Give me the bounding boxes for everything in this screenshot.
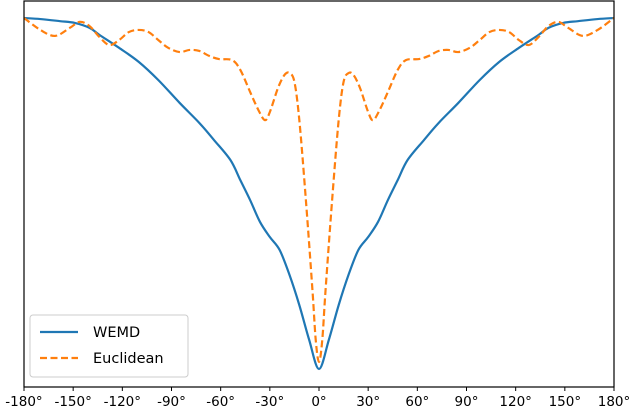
x-tick-label: 180° xyxy=(598,394,631,410)
series-euclidean-line xyxy=(23,17,615,364)
x-tick-label: 150° xyxy=(549,394,582,410)
legend-box xyxy=(29,314,189,378)
legend: WEMD Euclidean xyxy=(29,314,189,378)
x-tick-label: 60° xyxy=(405,394,429,410)
x-tick-label: -60° xyxy=(206,394,235,410)
series-layer xyxy=(23,16,615,371)
x-tick-label: -120° xyxy=(104,394,141,410)
legend-wemd-label: WEMD xyxy=(93,325,140,341)
x-tick-label: -180° xyxy=(5,394,42,410)
x-tick-label: 0° xyxy=(311,394,326,410)
x-tick-label: -30° xyxy=(255,394,284,410)
x-tick-label: -90° xyxy=(157,394,186,410)
x-tick-label: 120° xyxy=(499,394,532,410)
series-wemd-line xyxy=(23,16,615,371)
x-tick-label: 90° xyxy=(455,394,479,410)
x-tick-label: -150° xyxy=(54,394,91,410)
legend-euclidean-label: Euclidean xyxy=(93,351,164,367)
x-tick-label: 30° xyxy=(356,394,380,410)
x-axis-ticks: -180° -150° -120° -90° -60° -30° 0° 30° 60° 90° 12… xyxy=(5,387,630,410)
